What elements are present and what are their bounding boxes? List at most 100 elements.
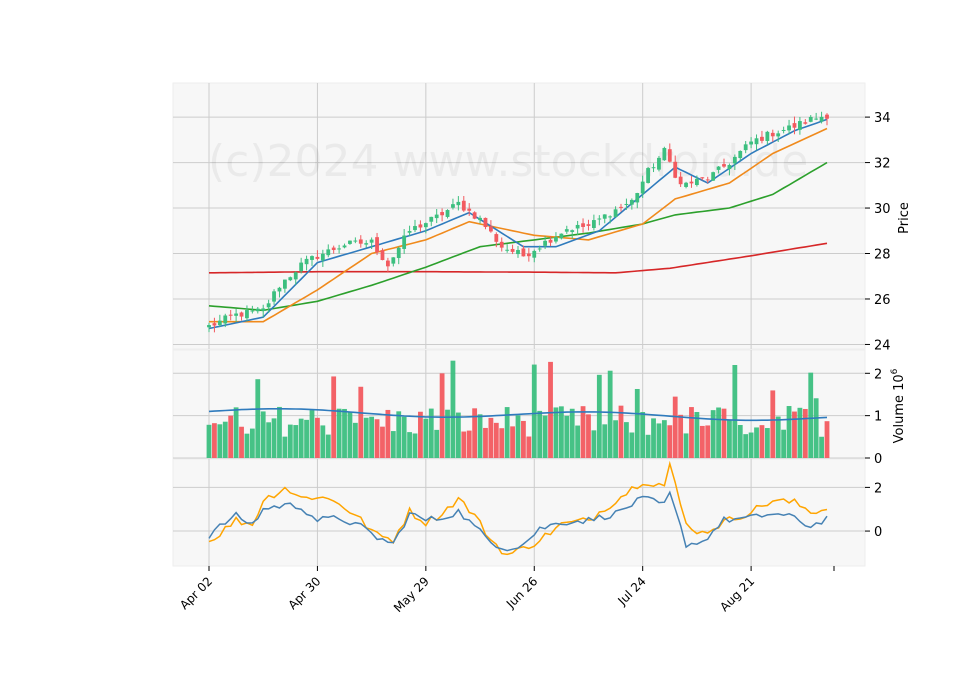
candle-body [348, 240, 352, 244]
volume-average-line [208, 407, 828, 422]
sma-short-line [208, 118, 828, 330]
candle-body [554, 237, 558, 242]
indicator-tick-labels: 02 [865, 481, 882, 540]
volume-bar [775, 416, 781, 458]
candle-body [212, 323, 217, 326]
candle-body [792, 123, 797, 128]
volume-bar [342, 408, 347, 458]
indicator-lines [208, 460, 828, 556]
price-panel: (c)2024 www.stockdroid.de 24 26 28 30 32 34 P… [172, 82, 912, 353]
volume-bar [748, 432, 754, 458]
candle-body [581, 223, 585, 227]
candle-body [483, 217, 488, 228]
moving-average-lines [208, 118, 828, 330]
volume-bar [499, 428, 505, 458]
volume-bar [537, 410, 543, 458]
candle-body [331, 247, 336, 251]
candle-body [591, 220, 596, 229]
volume-bar [792, 411, 797, 458]
volume-bar [412, 433, 418, 458]
volume-bar [521, 420, 526, 458]
volume-bar [764, 428, 770, 458]
volume-bar [737, 425, 743, 458]
candle-body [738, 150, 743, 159]
volume-bar [542, 415, 548, 458]
volume-bar [770, 390, 776, 458]
candle-body [277, 287, 282, 292]
volume-bar [716, 407, 721, 458]
candle-body [716, 166, 721, 170]
volume-bar [672, 396, 678, 458]
candle-body [532, 250, 537, 258]
indicator-grid [173, 459, 865, 566]
candle-body [413, 226, 417, 231]
volume-bar [309, 410, 315, 458]
candle-body [770, 132, 775, 137]
volume-bar [819, 436, 824, 458]
volume-bar [369, 416, 375, 458]
volume-bar [781, 429, 787, 458]
volume-bar [423, 418, 429, 458]
volume-bar [418, 411, 423, 458]
candle-body [266, 303, 271, 308]
volume-bar [515, 415, 521, 458]
volume-bar [667, 425, 673, 458]
volume-bar [358, 386, 364, 458]
candle-body [423, 223, 428, 228]
volume-bar [586, 414, 591, 458]
volume-bar [217, 424, 223, 458]
candle-body [760, 136, 764, 141]
volume-bar [786, 406, 792, 458]
volume-bar [472, 408, 478, 458]
candle-body [250, 310, 255, 312]
x-tick-label: May 29 [391, 574, 432, 615]
volume-bar [618, 405, 624, 458]
candle-body [814, 118, 819, 120]
candle-body [239, 312, 244, 317]
volume-bar [569, 408, 575, 458]
sma-mid-line [209, 127, 828, 323]
candle-body [217, 320, 222, 326]
candle-body [304, 258, 309, 265]
volume-bar [634, 388, 640, 458]
volume-bar [461, 431, 467, 458]
candle-body [494, 234, 499, 242]
candle-body [765, 131, 770, 141]
candle-body [597, 218, 602, 220]
candle-body [684, 182, 688, 187]
candle-body [255, 308, 260, 312]
candle-body [342, 245, 347, 248]
candle-body [619, 206, 623, 208]
candle-body [651, 167, 656, 169]
volume-axis-label-text: Volume 10 [892, 374, 907, 443]
candle-body [678, 176, 683, 185]
volume-bar [683, 433, 689, 458]
indicator-line-1 [208, 490, 828, 552]
candle-body [445, 210, 450, 217]
candle-body [543, 240, 548, 246]
price-panel-background [172, 82, 866, 350]
volume-bar [466, 430, 472, 458]
volume-bar [249, 428, 255, 458]
candle-body [440, 212, 445, 216]
volume-axis-exponent: 6 [890, 368, 900, 374]
volume-bar [439, 373, 445, 458]
price-tick-label: 28 [874, 248, 891, 263]
price-tick-label: 34 [874, 111, 891, 126]
volume-bar [352, 422, 358, 458]
volume-bar [212, 423, 217, 458]
candle-body [526, 253, 531, 257]
volume-bar [374, 419, 380, 458]
volume-bar [315, 417, 320, 458]
volume-bar [596, 374, 602, 458]
volume-panel: 0 1 2 Volume 106 [172, 349, 907, 467]
candle-body [624, 203, 629, 205]
candle-body [727, 165, 732, 170]
volume-bar [602, 424, 608, 458]
volume-bar [732, 365, 738, 458]
volume-bar [483, 427, 488, 458]
candle-body [429, 216, 434, 222]
volume-bar [629, 432, 635, 458]
candle-body [320, 253, 325, 261]
volume-bar [705, 425, 711, 458]
